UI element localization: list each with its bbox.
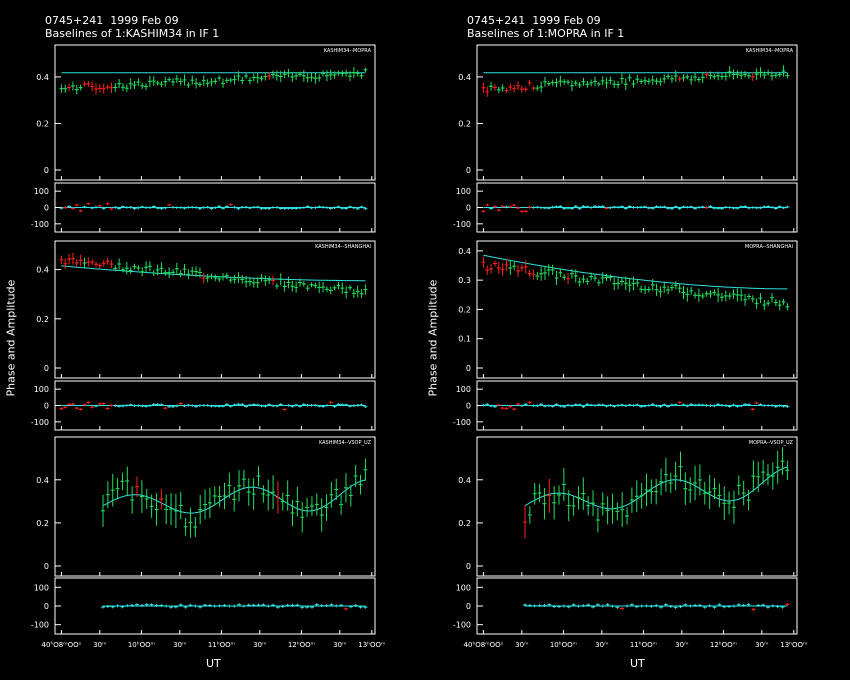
x-tick-label: 30ᵐ [93,641,106,649]
x-tick-label: 11ʰOOᵐ [630,641,657,649]
amp-panel-frame [54,240,376,379]
model-amp-curve [61,265,366,282]
phase-tick-label: 100 [34,187,49,196]
phase-tick-label: -100 [31,621,49,630]
phase-tick-label: 100 [34,583,49,592]
amp-tick-label: 0.2 [36,119,49,128]
amp-tick-label: 0.2 [458,305,471,314]
x-tick-label: 30ᵐ [515,641,528,649]
baseline-label: KASHIM34--MOPRA [746,48,794,54]
amp-panel-frame [54,436,376,577]
amp-tick-label: 0 [44,562,49,571]
phase-tick-label: 0 [466,602,471,611]
baseline-label: MOPRA--SHANGHAI [745,244,793,250]
baseline-label: KASHIM34--VSOP_UZ [319,440,372,446]
x-tick-label: 12ʰOOᵐ [710,641,737,649]
amp-panel-frame [54,44,376,181]
x-tick-label: 10ʰOOᵐ [128,641,155,649]
x-tick-label: 30ᵐ [595,641,608,649]
phase-tick-label: 0 [466,204,471,213]
left-title-line1: 0745+241 1999 Feb 09 [45,14,179,27]
baseline-label: MOPRA--VSOP_UZ [749,440,794,446]
amp-tick-label: 0.1 [458,335,471,344]
baseline-label: KASHIM34--MOPRA [324,48,372,54]
x-tick-label: 11ʰOOᵐ [208,641,235,649]
amp-tick-label: 0 [466,562,471,571]
phase-tick-label: 0 [44,204,49,213]
amp-tick-label: 0.2 [36,315,49,324]
amp-tick-label: 0 [44,364,49,373]
amp-tick-label: 0 [44,166,49,175]
x-tick-label: 40ʰO8ᵐOOˢ [464,641,504,649]
right-xlabel: UT [630,657,645,670]
x-tick-label: 12ʰOOᵐ [288,641,315,649]
amp-tick-label: 0.2 [458,119,471,128]
amp-tick-label: 0.4 [36,476,49,485]
amp-tick-label: 0.4 [36,266,49,275]
phase-tick-label: 0 [466,402,471,411]
x-tick-label: 13ʰOOᵐ [780,641,807,649]
phase-tick-label: -100 [453,621,471,630]
baseline-label: KASHIM34--SHANGHAI [315,244,371,250]
x-tick-label: 30ᵐ [755,641,768,649]
amp-tick-label: 0 [466,364,471,373]
phase-tick-label: -100 [453,418,471,427]
phase-tick-label: -100 [31,220,49,229]
x-tick-label: 30ᵐ [253,641,266,649]
amp-tick-label: 0.2 [458,519,471,528]
right-title-line1: 0745+241 1999 Feb 09 [467,14,601,27]
x-tick-label: 30ᵐ [333,641,346,649]
phase-tick-label: 0 [44,402,49,411]
phase-tick-label: 100 [456,385,471,394]
phase-tick-label: 100 [456,583,471,592]
x-tick-label: 13ʰOOᵐ [358,641,385,649]
amp-tick-label: 0.4 [36,73,49,82]
amp-panel-frame [476,436,798,577]
right-title-line2: Baselines of 1:MOPRA in IF 1 [467,27,625,40]
phase-tick-label: -100 [31,418,49,427]
x-tick-label: 10ʰOOᵐ [550,641,577,649]
phase-tick-label: -100 [453,220,471,229]
x-tick-label: 30ᵐ [675,641,688,649]
x-tick-label: 30ᵐ [173,641,186,649]
phase-tick-label: 100 [34,385,49,394]
amp-tick-label: 0 [466,166,471,175]
amp-tick-label: 0.4 [458,476,471,485]
model-amp-curve [483,254,788,290]
amp-panel-frame [476,44,798,181]
x-tick-label: 40ʰO8ᵐOOˢ [42,641,82,649]
amp-tick-label: 0.4 [458,73,471,82]
phase-tick-label: 100 [456,187,471,196]
amp-tick-label: 0.2 [36,519,49,528]
amp-panel-frame [476,240,798,379]
left-title-line2: Baselines of 1:KASHIM34 in IF 1 [45,27,220,40]
left-xlabel: UT [206,657,221,670]
amp-tick-label: 0.4 [458,247,471,256]
amp-tick-label: 0.3 [458,276,471,285]
phase-tick-label: 0 [44,602,49,611]
